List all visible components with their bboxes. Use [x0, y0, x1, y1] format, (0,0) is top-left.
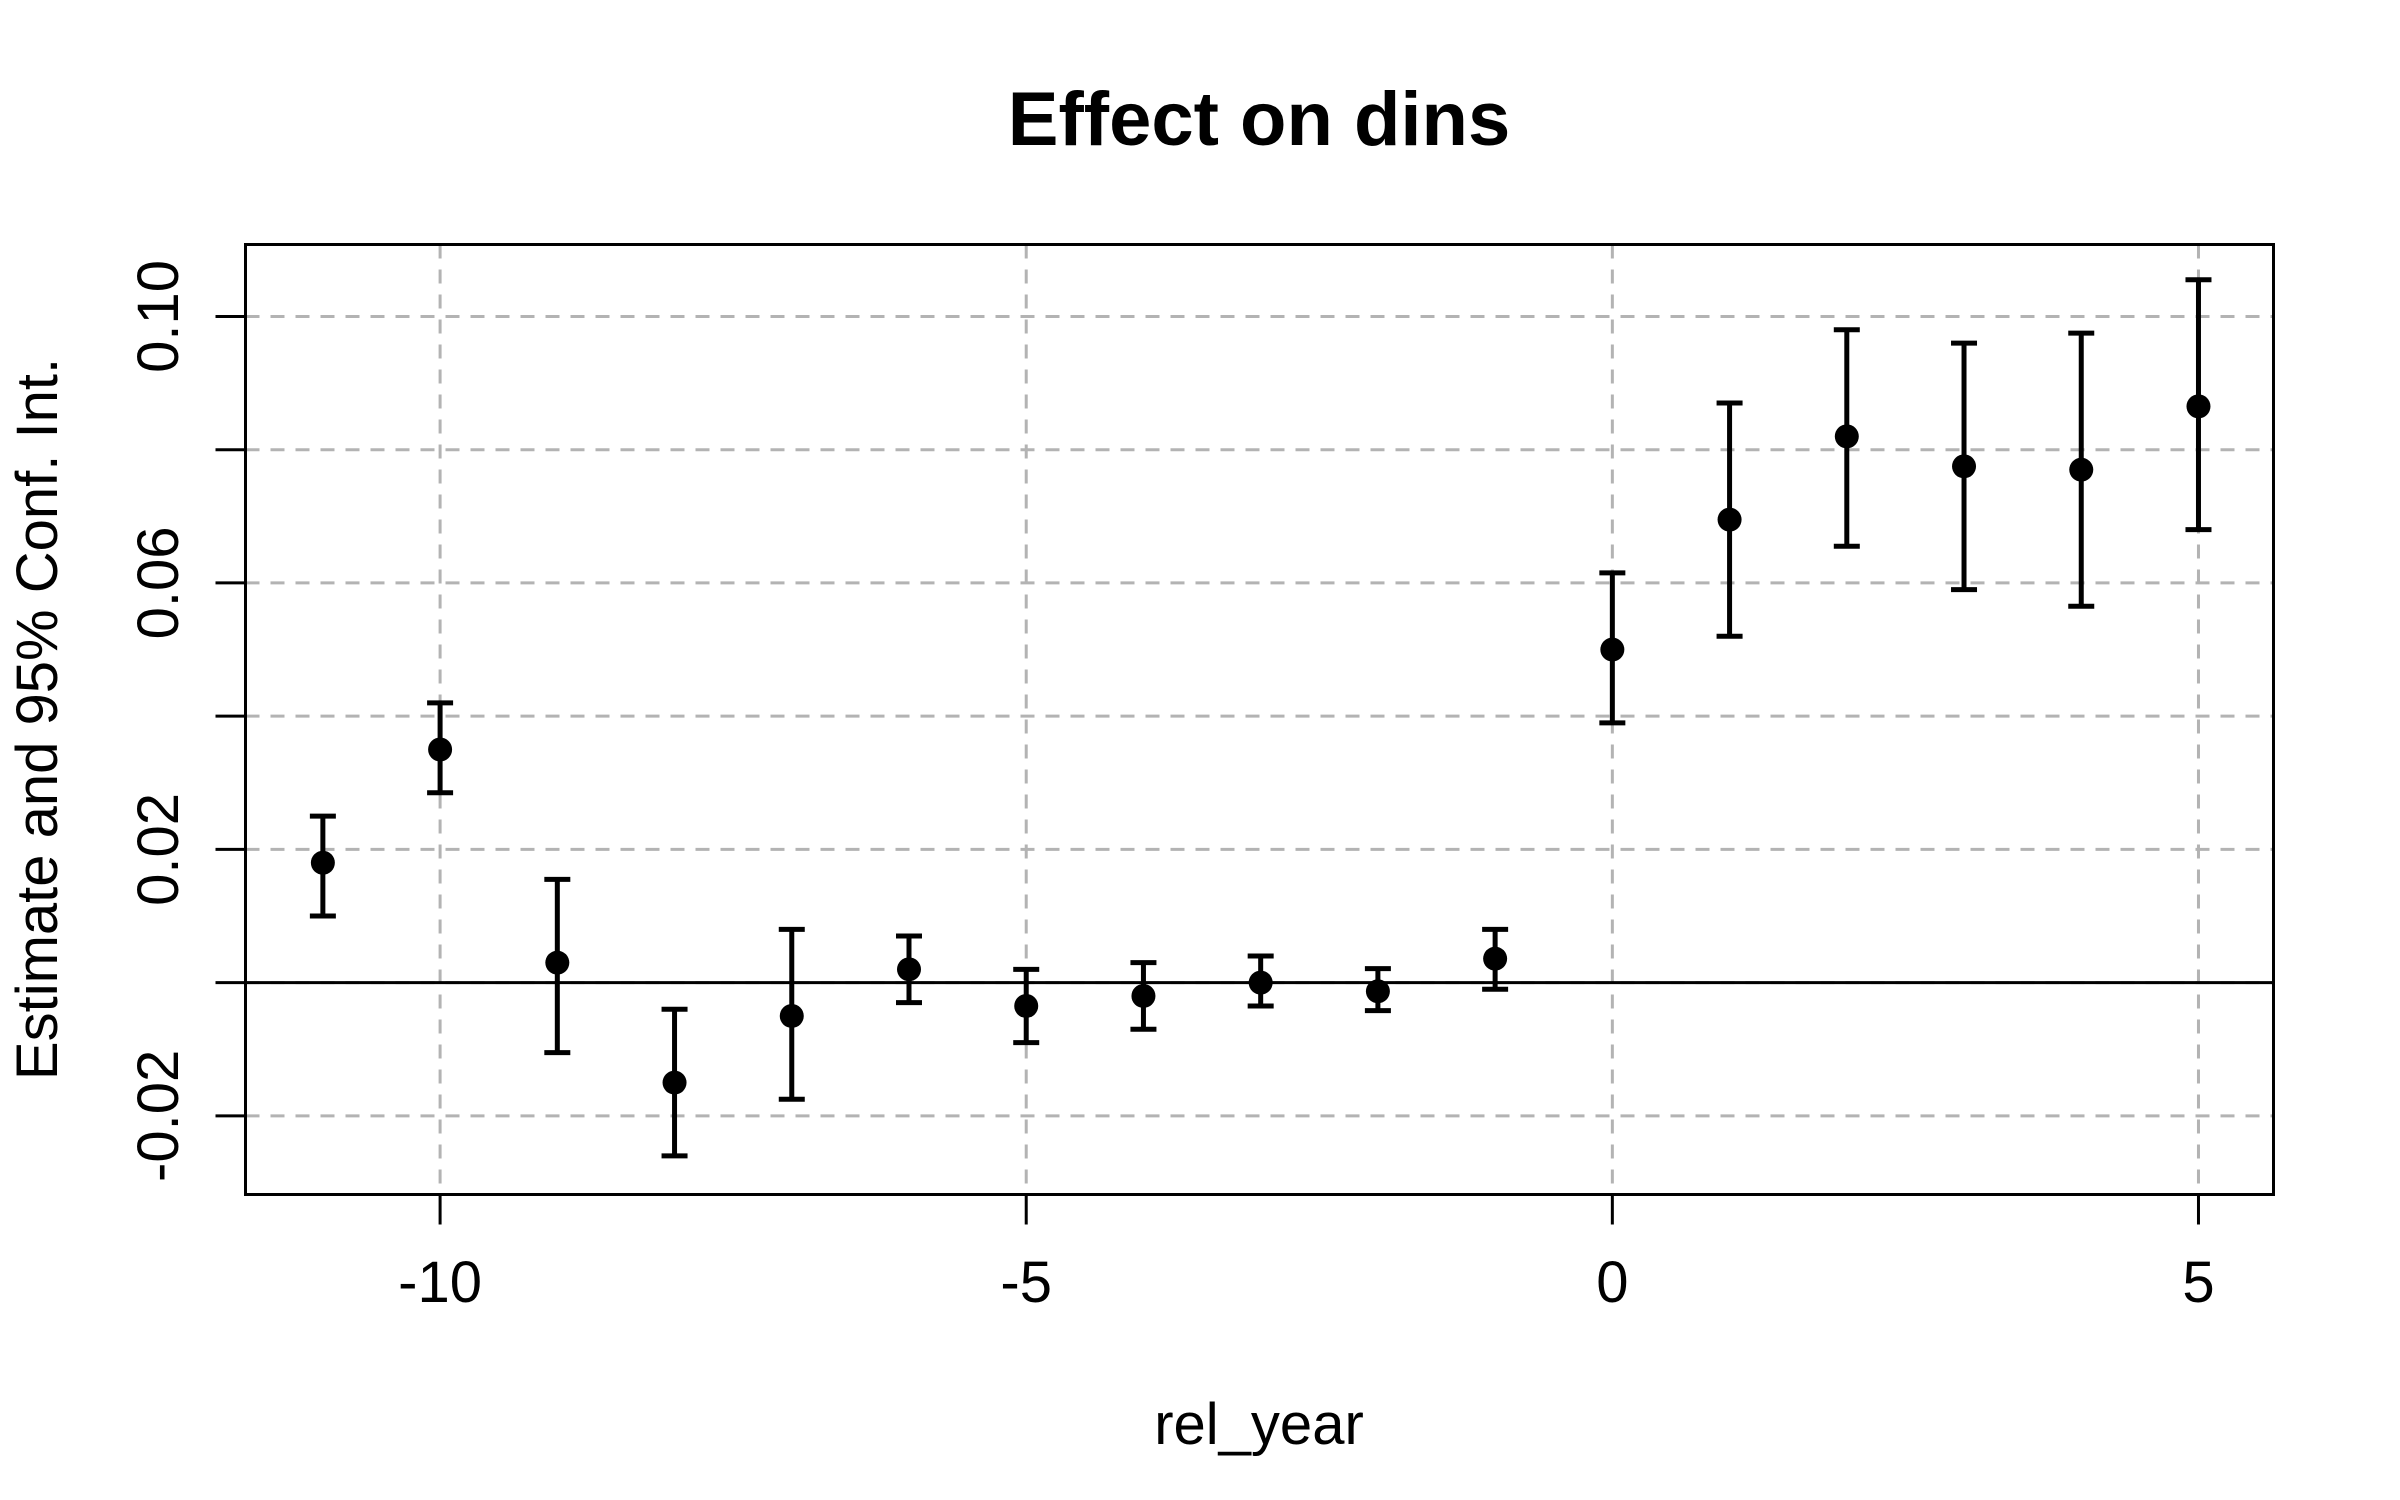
- point-marker--3: [1248, 970, 1273, 995]
- point-marker-0: [1600, 637, 1625, 662]
- data-series-estimates: [309, 277, 2212, 1159]
- point-marker--6: [896, 957, 921, 982]
- x-tick-label-0: 0: [1596, 1250, 1628, 1315]
- x-tick-label-5: 5: [2182, 1250, 2214, 1315]
- y-tick-label-0.06: 0.06: [126, 526, 191, 639]
- chart-title: Effect on dins: [1008, 77, 1510, 162]
- axis-layer: 0.10 0.06 0.02 -0.02 -10 -5 0 5: [126, 260, 2215, 1315]
- y-axis-label: Estimate and 95% Conf. Int.: [5, 358, 70, 1080]
- x-tick-label--5: -5: [1000, 1250, 1052, 1315]
- point-marker--9: [545, 950, 570, 975]
- x-axis-label: rel_year: [1154, 1392, 1364, 1457]
- point-marker--2: [1365, 979, 1390, 1004]
- y-tick-label-0.10: 0.10: [126, 260, 191, 373]
- point-marker--4: [1131, 983, 1156, 1008]
- plot-border: [244, 243, 2275, 1196]
- point-marker--10: [428, 737, 453, 762]
- y-tick-label-0.02: 0.02: [126, 793, 191, 906]
- point-marker--8: [662, 1070, 687, 1095]
- point-marker-3: [1952, 454, 1977, 479]
- point-marker-5: [2186, 394, 2211, 419]
- point-marker-1: [1717, 507, 1742, 532]
- point-marker-4: [2069, 457, 2094, 482]
- point-marker-2: [1834, 424, 1859, 449]
- point-marker--7: [779, 1003, 804, 1028]
- point-marker--5: [1014, 993, 1039, 1018]
- point-marker--11: [310, 850, 335, 875]
- x-tick-label--10: -10: [398, 1250, 482, 1315]
- y-tick-label--0.02: -0.02: [126, 1050, 191, 1182]
- point-marker--1: [1483, 946, 1508, 971]
